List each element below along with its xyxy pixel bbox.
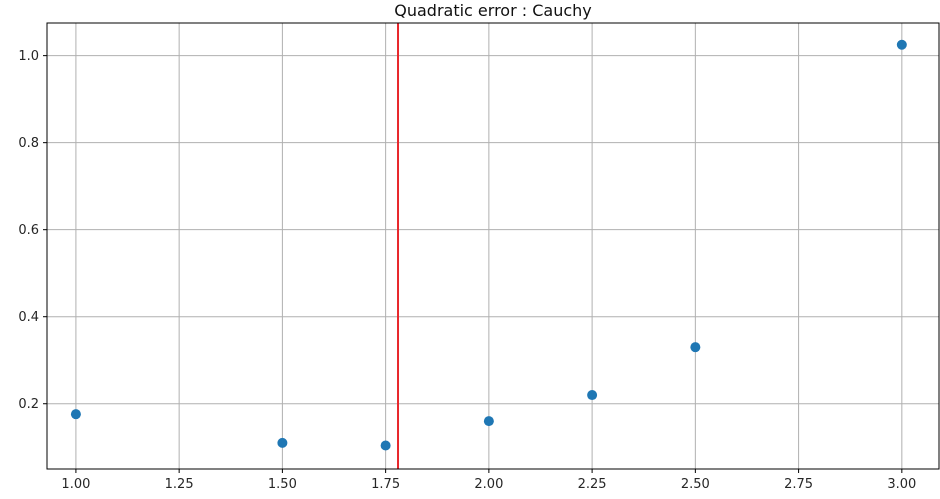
- x-tick-label: 1.00: [61, 477, 90, 492]
- y-tick-label: 0.8: [18, 136, 39, 151]
- grid-layer: [47, 23, 939, 469]
- x-tick-label: 1.25: [165, 477, 194, 492]
- x-tick-label: 1.50: [268, 477, 297, 492]
- scatter-point: [380, 440, 391, 451]
- scatter-point: [277, 437, 288, 448]
- x-tick-label: 3.00: [887, 477, 916, 492]
- scatter-point: [690, 342, 701, 353]
- scatter-point: [70, 409, 81, 420]
- y-tick-label: 0.2: [18, 397, 39, 412]
- x-tick-label: 2.75: [784, 477, 813, 492]
- x-tick-label: 1.75: [371, 477, 400, 492]
- scatter-point: [896, 39, 907, 50]
- plot-frame: [46, 22, 940, 470]
- y-tick-label: 0.6: [18, 223, 39, 238]
- x-tick-label: 2.50: [681, 477, 710, 492]
- scatter-point: [587, 390, 598, 401]
- chart-title: Quadratic error : Cauchy: [394, 1, 592, 20]
- x-tick-label: 2.00: [474, 477, 503, 492]
- scatter-point: [483, 416, 494, 427]
- ticks-layer: 1.00 1.25 1.50 1.75 2.00 2.25 2.50 2.75 3.00 0.2 0…: [18, 49, 916, 492]
- points-layer: [70, 39, 907, 451]
- y-tick-label: 1.0: [18, 49, 39, 64]
- y-tick-label: 0.4: [18, 310, 39, 325]
- x-tick-label: 2.25: [578, 477, 607, 492]
